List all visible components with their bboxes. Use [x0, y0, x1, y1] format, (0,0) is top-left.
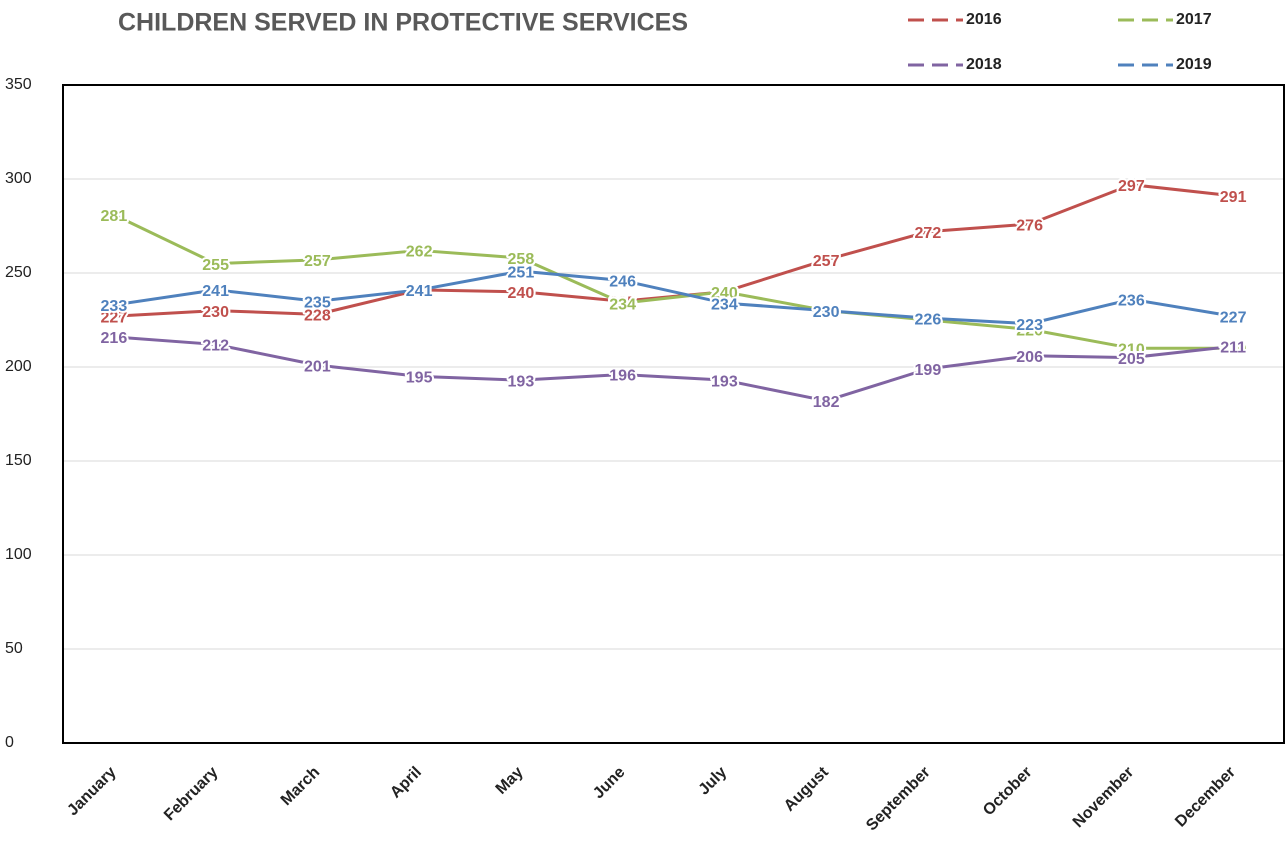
- data-label: 241: [406, 283, 433, 300]
- y-tick-label: 100: [5, 546, 32, 563]
- series-line: [113, 335, 1234, 403]
- data-label: 281: [101, 208, 128, 225]
- lines: [113, 183, 1234, 403]
- data-label: 227: [101, 309, 128, 326]
- x-tick-label: August: [781, 763, 832, 814]
- data-label: 230: [202, 304, 229, 321]
- data-label: 241: [202, 283, 229, 300]
- x-tick-label: January: [64, 764, 119, 819]
- data-label: 220: [1016, 323, 1043, 340]
- legend-label: 2016: [966, 11, 1002, 28]
- y-tick-label: 200: [5, 358, 32, 375]
- data-label: 255: [202, 257, 229, 274]
- x-tick-label: March: [278, 764, 323, 809]
- data-label: 233: [101, 298, 128, 315]
- data-label: 276: [1016, 217, 1043, 234]
- data-label: 246: [609, 274, 636, 291]
- x-tick-label: May: [493, 764, 527, 798]
- data-label: 211: [1220, 340, 1246, 357]
- x-tick-label: September: [863, 764, 934, 835]
- data-label: 235: [609, 294, 636, 311]
- x-tick-label: December: [1172, 764, 1239, 831]
- data-label: 223: [1016, 317, 1043, 334]
- legend-label: 2019: [1176, 56, 1212, 73]
- data-label: 236: [1118, 293, 1145, 310]
- data-label: 297: [1118, 178, 1145, 195]
- y-tick-label: 150: [5, 452, 32, 469]
- data-label: 193: [711, 373, 738, 390]
- data-label: 258: [508, 251, 535, 268]
- data-label: 262: [406, 244, 433, 261]
- chart-title: CHILDREN SERVED IN PROTECTIVE SERVICES: [118, 9, 688, 37]
- data-label: 234: [609, 296, 636, 313]
- data-label: 206: [1016, 349, 1043, 366]
- y-tick-label: 250: [5, 264, 32, 281]
- data-label: 193: [508, 373, 535, 390]
- data-label: 240: [711, 285, 738, 302]
- data-label: 230: [813, 304, 840, 321]
- legend-label: 2017: [1176, 11, 1212, 28]
- data-label: 201: [304, 358, 331, 375]
- x-tick-label: July: [696, 764, 731, 799]
- y-tick-label: 50: [5, 640, 23, 657]
- series-line: [113, 213, 1234, 350]
- data-label: 227: [1220, 309, 1247, 326]
- labels: 227 230 228 241 240 235 240 257 272 276 297 291 281 2…: [99, 176, 1249, 413]
- data-label: 205: [1118, 351, 1145, 368]
- series-line: [113, 269, 1234, 326]
- data-label: 257: [304, 253, 331, 270]
- data-label: 291: [1220, 189, 1247, 206]
- data-label: 230: [813, 304, 840, 321]
- x-tick-label: April: [387, 764, 425, 802]
- data-label: 216: [101, 330, 128, 347]
- data-label: 210: [1220, 341, 1247, 358]
- data-label: 241: [406, 283, 433, 300]
- data-label: 228: [304, 308, 331, 325]
- data-label: 199: [915, 362, 942, 379]
- legend-label: 2018: [966, 56, 1002, 73]
- data-label: 272: [915, 225, 942, 242]
- data-label: 212: [202, 338, 229, 355]
- x-tick-label: February: [161, 764, 222, 825]
- data-label: 257: [813, 253, 840, 270]
- x-tick-label: November: [1070, 764, 1137, 831]
- data-label: 225: [915, 313, 942, 330]
- data-label: 251: [508, 264, 535, 281]
- data-label: 195: [406, 370, 433, 387]
- x-tick-label: October: [980, 764, 1035, 819]
- x-tick-label: June: [590, 764, 629, 803]
- plot-border: [62, 84, 1285, 744]
- grid: [63, 84, 1284, 744]
- data-label: 182: [813, 394, 840, 411]
- data-label: 210: [1118, 341, 1145, 358]
- data-label: 240: [508, 285, 535, 302]
- y-tick-label: 0: [5, 734, 14, 751]
- data-label: 235: [304, 294, 331, 311]
- y-tick-label: 300: [5, 170, 32, 187]
- data-label: 196: [609, 368, 636, 385]
- data-label: 234: [711, 296, 738, 313]
- data-label: 240: [711, 285, 738, 302]
- data-label: 226: [915, 311, 942, 328]
- y-tick-label: 350: [5, 76, 32, 93]
